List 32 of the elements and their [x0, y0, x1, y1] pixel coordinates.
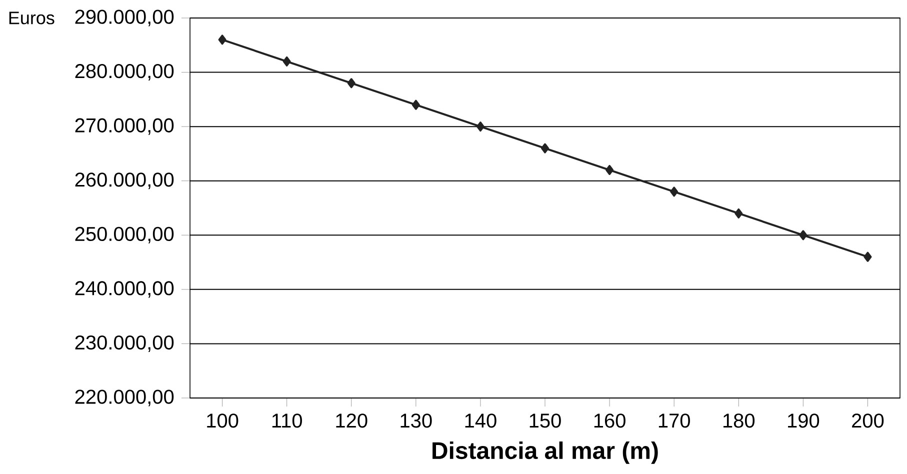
y-tick-label: 290.000,00: [75, 10, 174, 26]
point: [864, 252, 872, 262]
x-tick-label: 170: [658, 414, 690, 428]
y-tick-label: 240.000,00: [75, 281, 174, 298]
x-tick-label: 120: [336, 414, 368, 428]
y-axis-title: Euros: [9, 12, 54, 24]
point: [799, 230, 808, 240]
x-tick-label: 190: [788, 414, 820, 428]
y-tick-label: 270.000,00: [75, 118, 174, 135]
x-tick-label: 160: [594, 414, 626, 428]
x-tick-label: 200: [852, 414, 884, 428]
y-tick-label: 280.000,00: [75, 64, 174, 81]
y-tick-label: 220.000,00: [75, 390, 174, 406]
point: [412, 100, 420, 110]
x-tick-label: 130: [400, 414, 432, 428]
x-tick-label: 180: [723, 414, 755, 428]
point: [347, 78, 356, 88]
point: [218, 34, 226, 45]
x-axis-title: Distancia al mar (m): [432, 441, 658, 464]
point: [606, 164, 614, 175]
point: [282, 56, 291, 66]
x-tick-label: 100: [207, 414, 238, 428]
y-tick-label: 230.000,00: [75, 335, 174, 352]
point: [540, 143, 549, 154]
x-tick-label: 150: [530, 414, 561, 428]
point: [670, 186, 678, 197]
point: [476, 122, 484, 132]
x-tick-label: 110: [272, 414, 302, 428]
x-tick-label: 140: [465, 414, 496, 428]
point: [734, 208, 743, 218]
y-tick-label: 260.000,00: [75, 172, 174, 190]
y-tick-label: 250.000,00: [75, 226, 174, 244]
